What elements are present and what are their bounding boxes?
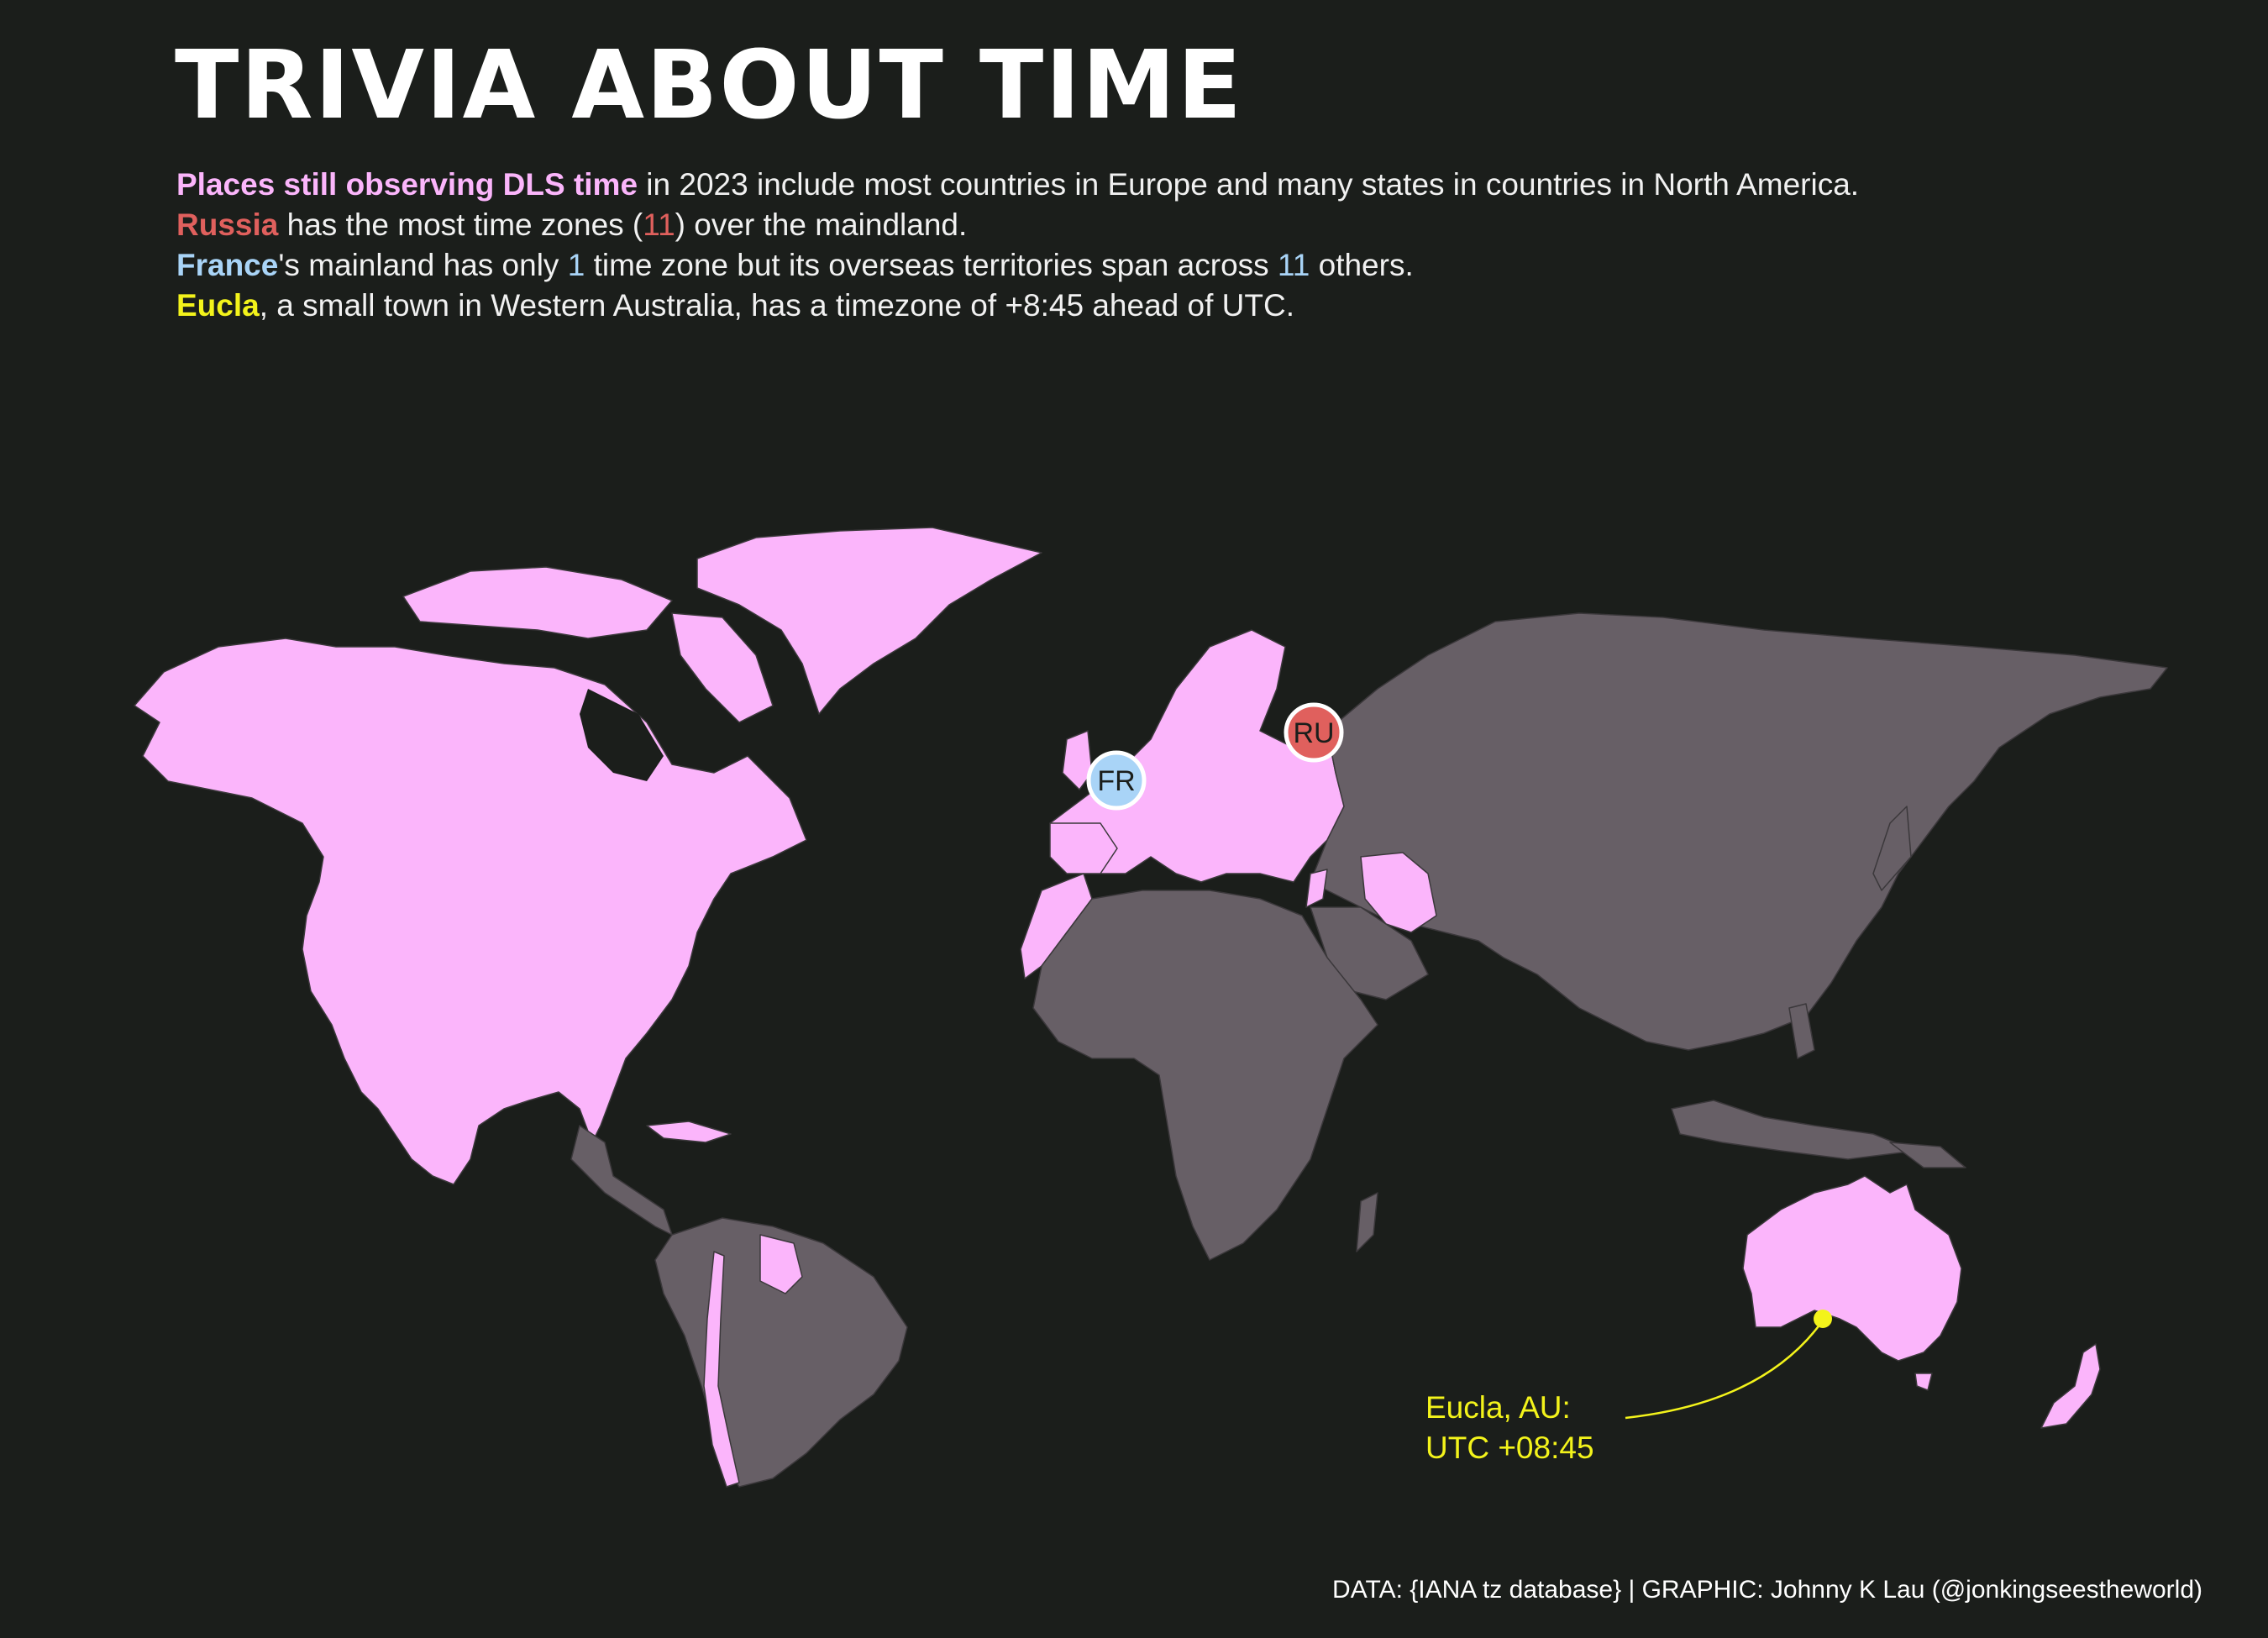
baffin-island: [671, 612, 774, 723]
russia-highlight: Russia: [176, 207, 279, 242]
cuba: [646, 1121, 732, 1143]
eucla-connector: [1625, 1320, 1824, 1420]
eucla-point: [1814, 1310, 1832, 1328]
eucla-label-line1: Eucla, AU:: [1425, 1390, 1571, 1425]
subtitle: Places still observing DLS time in 2023 …: [176, 165, 1859, 326]
russia-text-b: ) over the maindland.: [675, 207, 968, 242]
russia-marker-label: RU: [1293, 717, 1334, 749]
dst-highlight: Places still observing DLS time: [176, 167, 638, 202]
greenland: [696, 527, 1042, 715]
australia: [1742, 1175, 1962, 1362]
tasmania: [1914, 1373, 1933, 1391]
indonesia: [1671, 1100, 1916, 1160]
central-america: [570, 1125, 673, 1236]
subtitle-line-eucla: Eucla, a small town in Western Australia…: [176, 286, 1859, 326]
iberia: [1049, 822, 1118, 874]
levant: [1305, 869, 1328, 908]
dst-text: in 2023 include most countries in Europe…: [638, 167, 1860, 202]
france-text-b: time zone but its overseas territories s…: [585, 248, 1278, 282]
paraguay: [759, 1234, 803, 1294]
arctic-islands: [402, 566, 673, 639]
papua: [1889, 1142, 1966, 1168]
uk-ireland: [1062, 730, 1093, 790]
france-marker-label: FR: [1097, 765, 1135, 797]
france-highlight: France: [176, 248, 279, 282]
eucla-text: , a small town in Western Australia, has…: [259, 288, 1294, 323]
eucla-label-line2: UTC +08:45: [1425, 1431, 1594, 1465]
page-title: TRIVIA ABOUT TIME: [175, 31, 1243, 140]
north-america: [134, 638, 807, 1185]
world-map: Eucla, AU: UTC +08:45 RU FR: [134, 527, 2168, 1488]
asia: [1310, 612, 2168, 1051]
russia-text-a: has the most time zones (: [278, 207, 643, 242]
new-zealand: [2040, 1343, 2101, 1429]
eucla-highlight: Eucla: [176, 288, 260, 323]
subtitle-line-france: France's mainland has only 1 time zone b…: [176, 245, 1859, 286]
france-text-a: 's mainland has only: [278, 248, 568, 282]
subtitle-line-russia: Russia has the most time zones (11) over…: [176, 205, 1859, 245]
japan: [1872, 806, 1912, 891]
subtitle-line-dst: Places still observing DLS time in 2023 …: [176, 165, 1859, 205]
madagascar: [1356, 1192, 1378, 1252]
russia-number: 11: [643, 207, 675, 242]
africa: [1032, 890, 1378, 1261]
philippines: [1788, 1003, 1815, 1059]
france-marker: [1086, 750, 1147, 811]
france-number-2: 11: [1277, 248, 1310, 282]
france-number-1: 1: [567, 248, 585, 282]
hudson-bay: [580, 689, 664, 781]
france-text-c: others.: [1310, 248, 1414, 282]
russia-marker: [1284, 702, 1344, 763]
iran: [1360, 852, 1437, 933]
chile: [703, 1251, 740, 1488]
source-caption: DATA: {IANA tz database} | GRAPHIC: John…: [1332, 1576, 2202, 1604]
